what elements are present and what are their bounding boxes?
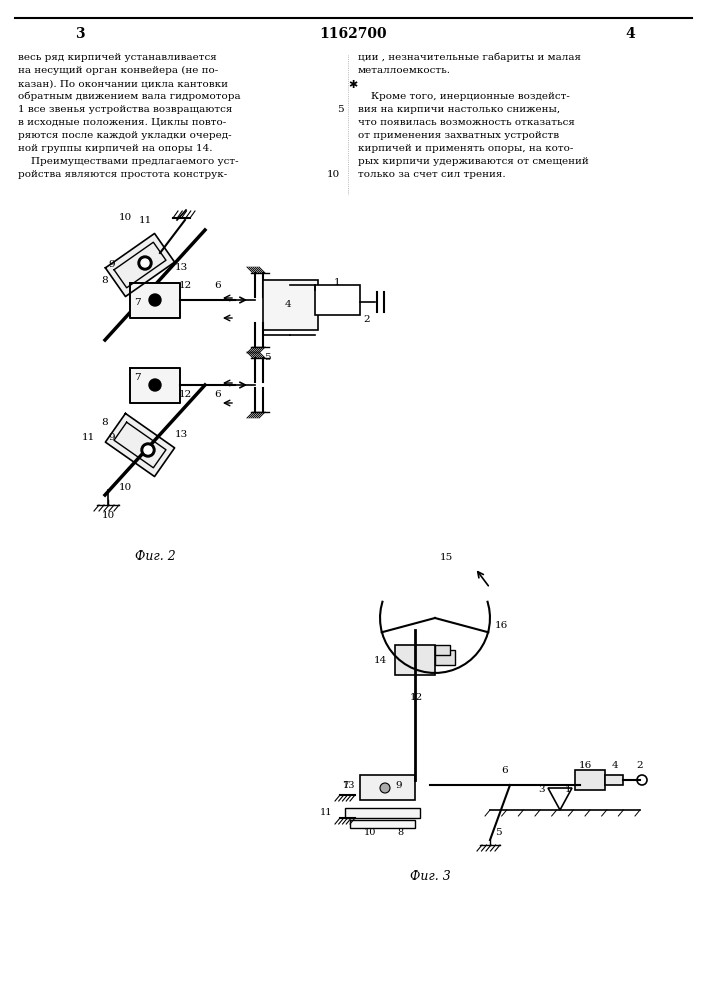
Text: 13: 13	[175, 263, 188, 272]
Text: Кроме того, инерционные воздейст-: Кроме того, инерционные воздейст-	[358, 92, 570, 101]
Text: 1: 1	[565, 785, 572, 794]
Text: ✱: ✱	[349, 80, 358, 90]
Text: 10: 10	[118, 483, 132, 492]
Text: 2: 2	[637, 761, 643, 770]
Text: 16: 16	[578, 761, 592, 770]
Text: 8: 8	[397, 828, 403, 837]
Circle shape	[149, 379, 161, 391]
Text: на несущий орган конвейера (не по-: на несущий орган конвейера (не по-	[18, 66, 218, 75]
Text: 4: 4	[625, 27, 635, 41]
Bar	[435, 650, 455, 665]
Text: металлоемкость.: металлоемкость.	[358, 66, 451, 75]
Text: 5: 5	[495, 828, 502, 837]
Text: 12: 12	[178, 390, 192, 399]
Text: 10: 10	[118, 213, 132, 222]
Text: от применения захватных устройств: от применения захватных устройств	[358, 131, 559, 140]
Polygon shape	[130, 367, 180, 402]
Text: 11: 11	[320, 808, 332, 817]
Text: 6: 6	[215, 390, 221, 399]
Text: 3: 3	[75, 27, 85, 41]
Text: 12: 12	[410, 693, 423, 702]
Circle shape	[141, 443, 155, 457]
Text: 13: 13	[342, 781, 355, 790]
Bar	[315, 285, 360, 315]
Polygon shape	[105, 233, 175, 297]
Text: вия на кирпичи настолько снижены,: вия на кирпичи настолько снижены,	[358, 105, 560, 114]
Text: 11: 11	[139, 216, 151, 225]
Bar	[575, 770, 605, 790]
Text: ции , незначительные габариты и малая: ции , незначительные габариты и малая	[358, 52, 581, 62]
Text: 6: 6	[502, 766, 508, 775]
Text: только за счет сил трения.: только за счет сил трения.	[358, 170, 506, 179]
Text: 5: 5	[337, 105, 344, 114]
Bar	[360, 775, 415, 800]
Text: 1: 1	[334, 278, 340, 287]
Text: что появилась возможность отказаться: что появилась возможность отказаться	[358, 118, 575, 127]
Text: 4: 4	[612, 761, 619, 770]
Text: 11: 11	[81, 433, 95, 442]
Circle shape	[138, 256, 152, 270]
Bar	[263, 280, 318, 330]
Text: весь ряд кирпичей устанавливается: весь ряд кирпичей устанавливается	[18, 53, 217, 62]
Text: 12: 12	[178, 281, 192, 290]
Text: 7: 7	[134, 298, 140, 307]
Circle shape	[144, 446, 152, 454]
Text: в исходные положения. Циклы повто-: в исходные положения. Циклы повто-	[18, 118, 226, 127]
Polygon shape	[130, 282, 180, 318]
Text: 3: 3	[539, 785, 545, 794]
Text: 10: 10	[327, 170, 340, 179]
Text: 4: 4	[285, 300, 291, 309]
Text: обратным движением вала гидромотора: обратным движением вала гидромотора	[18, 92, 240, 101]
Text: 16: 16	[495, 621, 508, 630]
Text: кирпичей и применять опоры, на кото-: кирпичей и применять опоры, на кото-	[358, 144, 573, 153]
Bar	[350, 820, 415, 828]
Text: казан). По окончании цикла кантовки: казан). По окончании цикла кантовки	[18, 79, 228, 88]
Text: 9: 9	[395, 781, 402, 790]
Text: Фиг. 2: Фиг. 2	[134, 550, 175, 563]
Text: Фиг. 3: Фиг. 3	[409, 870, 450, 883]
Text: 7: 7	[134, 373, 140, 382]
Text: ройства являются простота конструк-: ройства являются простота конструк-	[18, 170, 227, 179]
Text: 8: 8	[102, 276, 108, 285]
Text: 8: 8	[102, 418, 108, 427]
Circle shape	[380, 783, 390, 793]
Circle shape	[141, 259, 149, 267]
Text: рых кирпичи удерживаются от смещений: рых кирпичи удерживаются от смещений	[358, 157, 589, 166]
Text: 2: 2	[363, 315, 370, 324]
Text: 10: 10	[101, 511, 115, 520]
Bar	[435, 645, 450, 655]
Text: ной группы кирпичей на опоры 14.: ной группы кирпичей на опоры 14.	[18, 144, 213, 153]
Text: 9: 9	[109, 260, 115, 269]
Text: ряются после каждой укладки очеред-: ряются после каждой укладки очеред-	[18, 131, 232, 140]
Text: 14: 14	[374, 656, 387, 665]
Text: 13: 13	[175, 430, 188, 439]
Text: 5: 5	[264, 353, 270, 362]
Text: 15: 15	[440, 553, 453, 562]
Text: 10: 10	[364, 828, 376, 837]
Text: 6: 6	[215, 281, 221, 290]
Text: 1 все звенья устройства возвращаются: 1 все звенья устройства возвращаются	[18, 105, 233, 114]
Text: Преимуществами предлагаемого уст-: Преимуществами предлагаемого уст-	[18, 157, 239, 166]
Circle shape	[149, 294, 161, 306]
Bar	[605, 775, 623, 785]
Text: 1162700: 1162700	[319, 27, 387, 41]
Polygon shape	[105, 413, 175, 477]
Text: 7: 7	[341, 781, 348, 790]
Bar	[345, 808, 420, 818]
Text: 9: 9	[109, 433, 115, 442]
Bar	[395, 645, 435, 675]
